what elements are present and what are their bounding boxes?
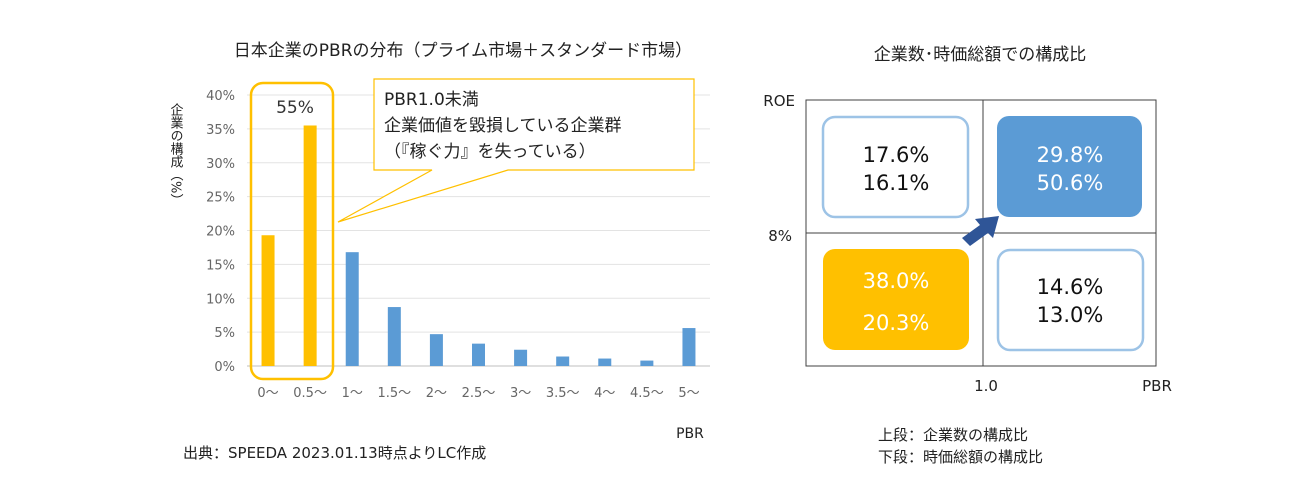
x-tick-labels: 0〜 0.5〜 1〜 1.5〜 2〜 2.5〜 3〜 3.5〜 4〜 4.5〜 5〜 [257,386,699,401]
roe-threshold-label: 8% [768,227,792,245]
quadrant-bottom-left: 38.0% 20.3% [823,249,969,350]
pbr-threshold-label: 1.0 [974,377,998,395]
legend-note-lower: 下段：時価総額の構成比 [878,448,1043,466]
y-tick-label: 30% [206,157,235,172]
bar-1 [303,125,317,366]
x-tick-label: 4〜 [594,386,615,401]
quadrant-bottom-left-lower: 20.3% [863,311,930,335]
quadrant-bottom-right-upper: 14.6% [1037,275,1104,299]
quadrant-bottom-left-box [823,249,969,350]
callout-line-2: 企業価値を毀損している企業群 [384,116,622,136]
x-tick-label: 4.5〜 [630,386,664,401]
improvement-arrow-icon [962,216,999,246]
y-axis-title-text: 企業の構成（%） [168,102,184,206]
x-axis-title: PBR [676,426,704,442]
y-axis-title: 企業の構成（%） [168,102,184,206]
quadrant-top-left-box [821,115,970,219]
pbr-axis-label: PBR [1142,377,1172,395]
bar-3 [387,307,401,366]
y-tick-label: 20% [206,225,235,240]
x-tick-label: 3.5〜 [546,386,580,401]
x-tick-label: 0〜 [257,386,278,401]
x-tick-label: 0.5〜 [293,386,327,401]
quadrant-bottom-right: 14.6% 13.0% [996,248,1145,352]
under-1-highlight-box [249,81,335,381]
bar-8 [598,358,612,366]
quadrant-top-right-upper: 29.8% [1037,143,1104,167]
quadrant-bottom-right-lower: 13.0% [1037,303,1104,327]
bar-2 [345,252,359,366]
bar-6 [514,349,528,366]
source-note: 出典：SPEEDA 2023.01.13時点よりLC作成 [183,444,486,462]
roe-axis-label: ROE [763,92,795,110]
x-tick-label: 2〜 [426,386,447,401]
quadrant-top-left-upper: 17.6% [863,143,930,167]
callout-line-1: PBR1.0未満 [384,90,479,110]
y-tick-label: 40% [206,89,235,104]
y-tick-label: 10% [206,292,235,307]
x-tick-label: 3〜 [510,386,531,401]
quadrant-top-left-lower: 16.1% [863,171,930,195]
bar-0 [261,235,275,366]
y-tick-label: 25% [206,191,235,206]
quadrant-bottom-right-box [996,248,1145,352]
legend-note-upper: 上段：企業数の構成比 [878,426,1028,444]
y-tick-label: 5% [214,326,235,341]
y-tick-label: 35% [206,123,235,138]
quadrant-top-right: 29.8% 50.6% [997,116,1142,217]
bar-9 [640,360,654,366]
callout: PBR1.0未満 企業価値を毀損している企業群 （『稼ぐ力』を失っている） [337,78,695,223]
x-tick-label: 1〜 [342,386,363,401]
bar-7 [556,356,570,366]
quadrant-top-left: 17.6% 16.1% [821,115,970,219]
quadrant-bottom-left-upper: 38.0% [863,269,930,293]
x-tick-label: 1.5〜 [377,386,411,401]
group-share-label: 55% [276,98,314,118]
x-tick-label: 2.5〜 [462,386,496,401]
callout-line-3: （『稼ぐ力』を失っている） [384,142,596,162]
chart-title: 日本企業のPBRの分布（プライム市場＋スタンダード市場） [234,41,692,61]
bar-4 [429,334,443,366]
y-tick-label: 0% [214,360,235,375]
bars [261,125,696,366]
callout-box [337,78,695,223]
matrix-title: 企業数･時価総額での構成比 [874,45,1087,65]
bar-5 [472,343,485,366]
y-tick-labels: 0% 5% 10% 15% 20% 25% 30% 35% 40% [206,89,235,375]
bar-10 [682,328,696,366]
quadrant-top-right-lower: 50.6% [1037,171,1104,195]
y-tick-label: 15% [206,258,235,273]
x-tick-label: 5〜 [678,386,699,401]
quadrant-top-right-box [997,116,1142,217]
